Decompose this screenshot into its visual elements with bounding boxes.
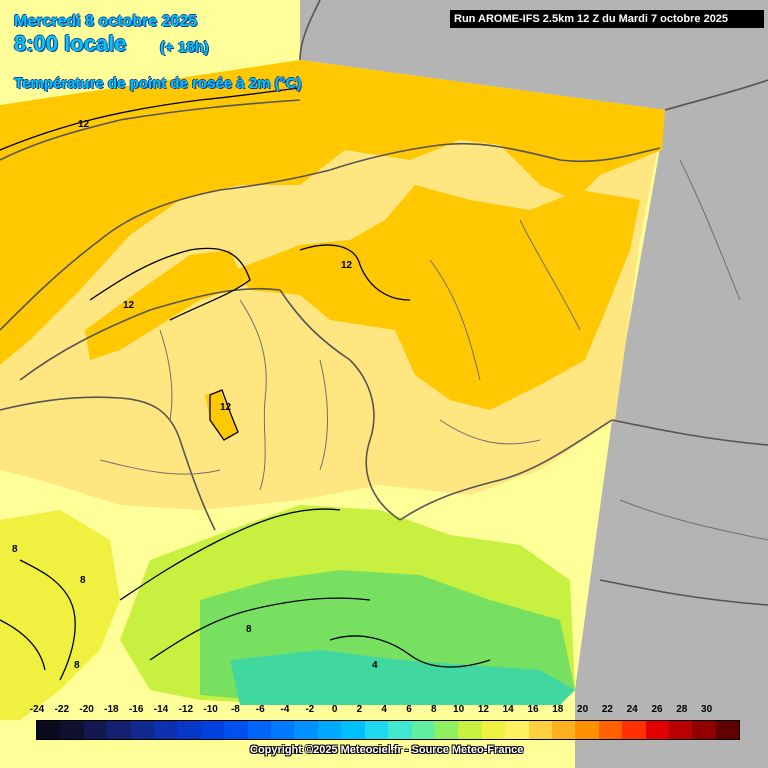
legend-swatch <box>575 721 599 739</box>
legend-swatch <box>200 721 225 739</box>
legend-swatch <box>551 721 576 739</box>
zone-yellow-west <box>0 510 120 720</box>
legend-swatch <box>388 721 412 739</box>
forecast-time: 8:00 locale <box>14 31 127 56</box>
legend-tick-label: 10 <box>453 704 465 715</box>
contour-label: 8 <box>80 575 86 586</box>
legend-swatch <box>37 721 61 739</box>
contour-label: 4 <box>372 660 378 671</box>
legend-swatch <box>622 721 646 739</box>
contour-label: 8 <box>74 660 80 671</box>
contour-label: 12 <box>78 119 90 130</box>
legend-tick-label: 4 <box>381 704 387 715</box>
legend-color-bar <box>36 720 740 740</box>
legend-swatch <box>60 721 84 739</box>
legend-tick-label: -14 <box>153 704 169 715</box>
legend-tick-label: 0 <box>331 704 338 715</box>
legend-tick-label: -18 <box>104 704 119 715</box>
legend-swatch <box>294 721 318 739</box>
legend-tick-label: -24 <box>29 704 45 715</box>
legend-swatch <box>668 721 693 739</box>
parameter-title: Température de point de rosée à 2m (°C) <box>14 75 302 92</box>
contour-label: 8 <box>12 544 18 555</box>
legend-swatch <box>247 721 272 739</box>
legend-tick-label: -20 <box>79 704 94 715</box>
legend-swatch <box>177 721 201 739</box>
legend-tick-label: 20 <box>577 704 589 715</box>
legend-tick-label: -6 <box>255 704 265 715</box>
legend-swatch <box>598 721 623 739</box>
legend-tick-label: -22 <box>54 704 70 715</box>
zone-12-north <box>0 60 665 365</box>
legend-swatch <box>528 721 552 739</box>
legend-swatch <box>411 721 435 739</box>
legend-tick-label: 24 <box>626 704 638 715</box>
legend-tick-label: -8 <box>230 704 240 715</box>
legend-swatch <box>317 721 342 739</box>
legend-swatch <box>341 721 365 739</box>
contour-label: 12 <box>220 402 232 413</box>
contour-label: 8 <box>246 624 252 635</box>
legend-tick-label: 28 <box>676 704 688 715</box>
contour-label: 12 <box>123 300 135 311</box>
forecast-date: Mercredi 8 octobre 2025 <box>14 13 198 30</box>
zone-12-island <box>205 390 238 440</box>
legend-swatch <box>271 721 295 739</box>
legend-swatch <box>715 721 740 739</box>
legend-tick-label: 22 <box>601 704 613 715</box>
legend-tick-label: 14 <box>502 704 514 715</box>
legend-tick-label: 18 <box>552 704 564 715</box>
legend-swatch <box>224 721 248 739</box>
legend-swatch <box>458 721 482 739</box>
legend-tick-label: 6 <box>406 704 412 715</box>
legend-swatch <box>434 721 459 739</box>
legend-tick-label: 8 <box>431 704 437 715</box>
zone-0 <box>230 650 575 705</box>
legend-swatch <box>107 721 131 739</box>
legend-tick-label: 2 <box>356 704 363 715</box>
contour-labels: 12 12 12 12 8 8 8 8 4 <box>12 119 378 671</box>
legend-swatch <box>645 721 669 739</box>
legend-swatch <box>83 721 108 739</box>
legend-tick-label: 16 <box>527 704 539 715</box>
legend-tick-label: -16 <box>128 704 144 715</box>
legend-swatch <box>481 721 506 739</box>
contour-label: 12 <box>341 260 353 271</box>
legend-tick-label: -4 <box>280 704 290 715</box>
region-borders <box>99 159 768 541</box>
forecast-offset: (+ 18h) <box>160 39 209 56</box>
legend-tick-label: 26 <box>651 704 663 715</box>
legend-tick-label: -2 <box>305 704 315 715</box>
legend-swatch <box>692 721 716 739</box>
legend-tick-labels: -24 -22 -20 -18 -16 -14 -12 -10 -8 -6 -4 -2 0 2 4 6 8 10 1… <box>30 704 740 718</box>
legend-swatch <box>154 721 178 739</box>
legend-swatch <box>505 721 529 739</box>
zone-12-east <box>235 185 640 410</box>
legend-tick-label: -10 <box>203 704 218 715</box>
legend-swatch <box>130 721 155 739</box>
run-info: Run AROME-IFS 2.5km 12 Z du Mardi 7 octo… <box>450 10 764 28</box>
legend-tick-label: 12 <box>477 704 489 715</box>
legend-swatch <box>364 721 389 739</box>
isolines <box>0 87 491 681</box>
legend-tick-label: 30 <box>701 704 713 715</box>
borders <box>0 0 768 606</box>
copyright-text: Copyright ©2025 Meteociel.fr - Source Me… <box>250 744 524 756</box>
legend-tick-label: -12 <box>178 704 194 715</box>
